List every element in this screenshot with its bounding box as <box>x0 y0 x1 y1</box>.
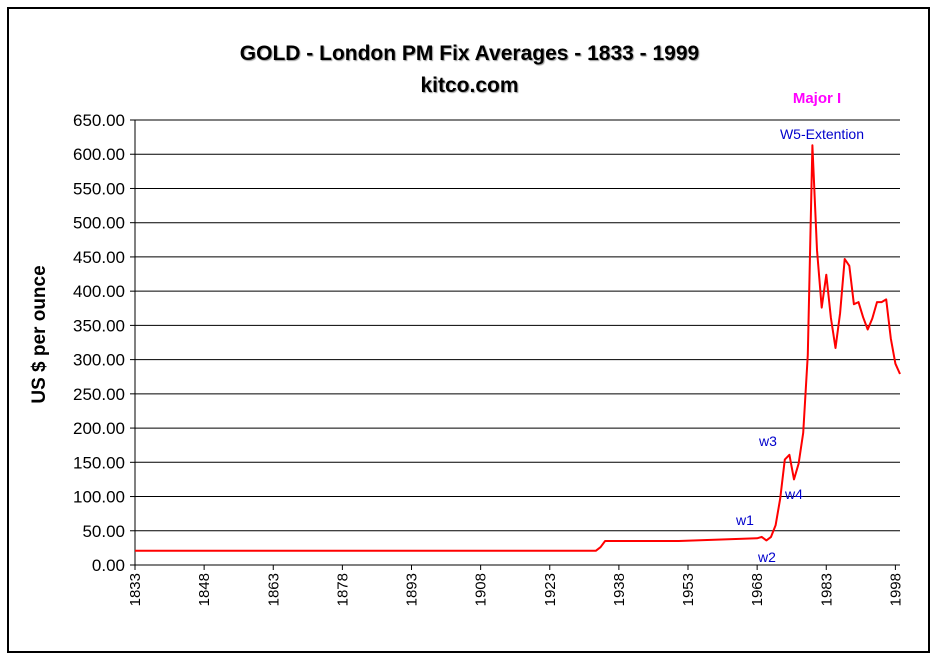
chart-title: GOLD - London PM Fix Averages - 1833 - 1… <box>239 42 700 65</box>
y-tick-label: 650.00 <box>73 111 125 130</box>
y-tick-label: 150.00 <box>73 453 125 472</box>
y-tick-label: 100.00 <box>73 488 125 507</box>
chart-frame <box>7 7 930 653</box>
x-tick-label: 1908 <box>473 573 490 606</box>
x-tick-label: 1983 <box>818 573 835 606</box>
x-tick-label: 1998 <box>887 573 904 606</box>
chart-subtitle: kitco.com <box>420 74 519 97</box>
annotation-w1: w1 <box>735 512 754 528</box>
y-tick-label: 250.00 <box>73 385 125 404</box>
series-line-0 <box>135 144 901 552</box>
y-tick-label: 400.00 <box>73 282 125 301</box>
y-tick-label: 500.00 <box>73 214 125 233</box>
annotation-w5-extention: W5-Extention <box>780 126 864 142</box>
x-tick-label: 1968 <box>749 573 766 606</box>
x-tick-label: 1938 <box>611 573 628 606</box>
y-tick-label: 350.00 <box>73 316 125 335</box>
y-tick-label: 300.00 <box>73 351 125 370</box>
y-tick-label: 450.00 <box>73 248 125 267</box>
x-tick-label: 1848 <box>196 573 213 606</box>
y-axis-label: US $ per ounce <box>29 265 50 403</box>
annotation-w3: w3 <box>758 433 777 449</box>
x-tick-label: 1923 <box>542 573 559 606</box>
y-tick-label: 550.00 <box>73 179 125 198</box>
x-tick-label: 1863 <box>265 573 282 606</box>
x-tick-label: 1878 <box>334 573 351 606</box>
y-tick-label: 50.00 <box>82 522 125 541</box>
annotation-w2: w2 <box>757 549 776 565</box>
annotation-major-i: Major I <box>793 90 841 107</box>
x-tick-label: 1833 <box>127 573 144 606</box>
y-tick-label: 200.00 <box>73 419 125 438</box>
y-tick-label: 0.00 <box>92 556 125 575</box>
annotation-w4: w4 <box>784 486 803 502</box>
x-tick-label: 1953 <box>680 573 697 606</box>
x-tick-label: 1893 <box>404 573 421 606</box>
y-tick-label: 600.00 <box>73 145 125 164</box>
